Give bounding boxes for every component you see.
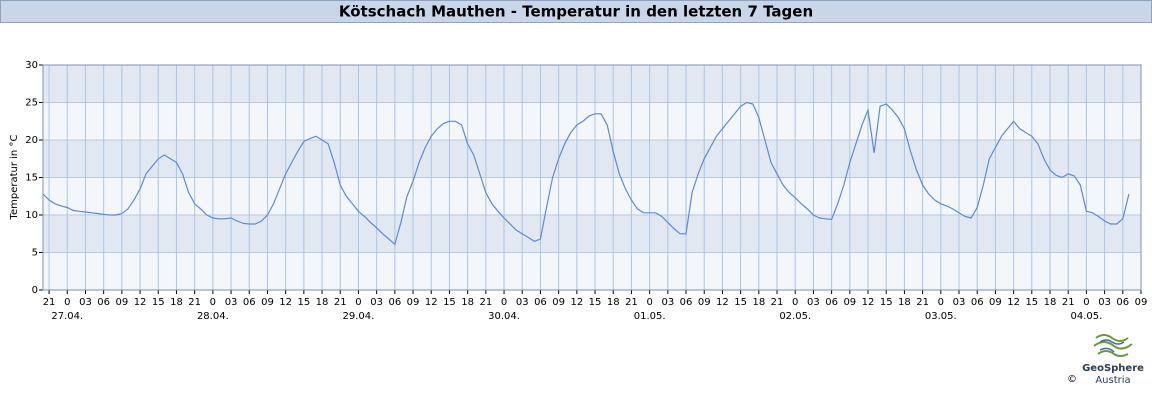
logo-icon <box>1093 334 1133 357</box>
date-label: 27.04. <box>51 311 83 322</box>
x-tick-label: 03 <box>225 297 238 308</box>
copyright: © <box>1067 374 1077 385</box>
x-tick-label: 18 <box>752 297 765 308</box>
x-tick-label: 03 <box>1098 297 1111 308</box>
x-tick-label: 15 <box>589 297 602 308</box>
x-tick-label: 03 <box>953 297 966 308</box>
x-tick-label: 15 <box>152 297 165 308</box>
x-tick-label: 06 <box>971 297 984 308</box>
x-tick-label: 21 <box>188 297 201 308</box>
x-tick-label: 09 <box>115 297 128 308</box>
x-tick-label: 21 <box>479 297 492 308</box>
date-label: 28.04. <box>197 311 229 322</box>
date-label: 02.05. <box>779 311 811 322</box>
x-tick-label: 12 <box>279 297 292 308</box>
x-tick-label: 06 <box>97 297 110 308</box>
chart-title: Kötschach Mauthen - Temperatur in den le… <box>339 3 813 21</box>
x-tick-label: 21 <box>1062 297 1075 308</box>
logo-sub: Austria <box>1095 375 1130 386</box>
y-tick-label: 5 <box>32 248 38 259</box>
x-tick-label: 15 <box>880 297 893 308</box>
logo-name: GeoSphere <box>1082 363 1144 374</box>
x-tick-label: 15 <box>443 297 456 308</box>
y-tick-label: 10 <box>25 210 38 221</box>
x-tick-label: 09 <box>843 297 856 308</box>
logo-icon <box>1099 339 1125 353</box>
x-tick-label: 0 <box>64 297 70 308</box>
x-tick-label: 21 <box>625 297 638 308</box>
x-tick-label: 18 <box>170 297 183 308</box>
date-label: 30.04. <box>488 311 520 322</box>
x-tick-label: 12 <box>134 297 147 308</box>
x-tick-label: 12 <box>862 297 875 308</box>
x-tick-label: 15 <box>734 297 747 308</box>
x-tick-label: 18 <box>898 297 911 308</box>
x-tick-label: 18 <box>461 297 474 308</box>
x-tick-label: 0 <box>646 297 652 308</box>
x-tick-label: 06 <box>534 297 547 308</box>
y-tick-label: 25 <box>25 98 38 109</box>
x-tick-label: 15 <box>297 297 310 308</box>
y-axis-label: Temperatur in °C <box>9 135 20 221</box>
logo: GeoSphere Austria © <box>1067 334 1144 386</box>
band <box>43 215 1141 253</box>
x-tick-label: 12 <box>716 297 729 308</box>
x-tick-label: 0 <box>938 297 944 308</box>
x-tick-label: 09 <box>698 297 711 308</box>
x-tick-label: 21 <box>334 297 347 308</box>
plot-border <box>42 64 1142 291</box>
x-tick-label: 18 <box>1044 297 1057 308</box>
date-label: 04.05. <box>1070 311 1102 322</box>
x-tick-label: 03 <box>370 297 383 308</box>
x-tick-label: 12 <box>425 297 438 308</box>
x-tick-label: 12 <box>570 297 583 308</box>
band <box>43 65 1141 103</box>
date-label: 29.04. <box>343 311 375 322</box>
x-tick-label: 03 <box>79 297 92 308</box>
x-tick-label: 12 <box>1007 297 1020 308</box>
temperature-line <box>42 101 1130 246</box>
x-tick-label: 0 <box>355 297 361 308</box>
x-tick-label: 09 <box>407 297 420 308</box>
x-tick-label: 0 <box>792 297 798 308</box>
x-tick-label: 21 <box>43 297 56 308</box>
x-tick-label: 09 <box>1135 297 1148 308</box>
x-tick-label: 0 <box>210 297 216 308</box>
x-tick-label: 03 <box>807 297 820 308</box>
x-tick-label: 06 <box>243 297 256 308</box>
x-tick-label: 0 <box>1083 297 1089 308</box>
x-tick-label: 06 <box>680 297 693 308</box>
y-tick-label: 15 <box>25 173 38 184</box>
x-tick-label: 09 <box>261 297 274 308</box>
x-tick-label: 21 <box>771 297 784 308</box>
date-label: 01.05. <box>634 311 666 322</box>
x-tick-label: 03 <box>661 297 674 308</box>
x-tick-label: 15 <box>1025 297 1038 308</box>
x-tick-label: 09 <box>552 297 565 308</box>
x-tick-label: 0 <box>501 297 507 308</box>
y-tick-label: 30 <box>25 60 38 71</box>
x-tick-label: 18 <box>607 297 620 308</box>
x-tick-label: 03 <box>516 297 529 308</box>
x-tick-label: 06 <box>825 297 838 308</box>
y-tick-label: 20 <box>25 135 38 146</box>
band <box>43 140 1141 178</box>
x-tick-label: 18 <box>316 297 329 308</box>
x-tick-label: 06 <box>388 297 401 308</box>
x-tick-label: 06 <box>1116 297 1129 308</box>
x-tick-label: 09 <box>989 297 1002 308</box>
y-tick-label: 0 <box>32 285 38 296</box>
date-label: 03.05. <box>925 311 957 322</box>
x-tick-label: 21 <box>916 297 929 308</box>
